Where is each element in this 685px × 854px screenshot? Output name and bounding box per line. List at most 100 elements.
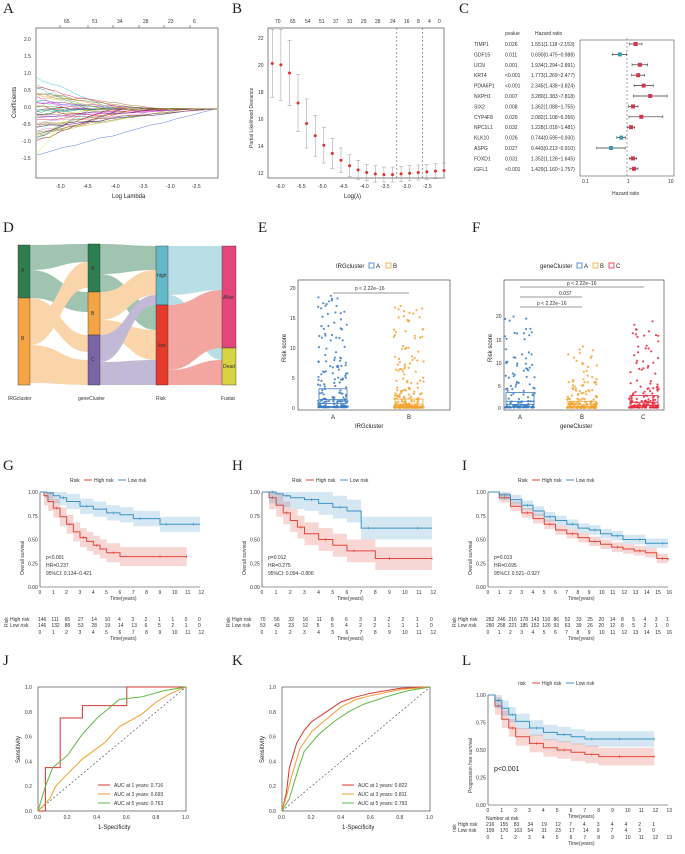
km-x-tick: 7 [565,590,568,596]
risk-point [331,372,334,375]
risk-point [643,334,646,337]
km-y-tick: 0.75 [250,514,260,520]
risk-count-low: 2 [644,623,647,629]
panel-c: C pvalue Hazard ratio TIMP1 0.026 1.551(1.… [459,1,675,197]
risk-point [652,361,655,364]
risk-point [338,391,341,394]
risk-point [531,363,534,366]
risk-x-tick: 1 [52,630,55,636]
risk-point [338,399,341,403]
hr-point [648,94,653,98]
risk-count-low: 103 [514,828,523,834]
risk-point [402,310,406,313]
risk-point [419,393,422,396]
roc-y-tick: 0.6 [25,735,32,741]
km-stat: HR=0.695 [494,563,517,569]
risk-point [320,307,323,310]
risk-count-low: 0 [666,623,669,629]
risk-count-high: 52 [565,617,571,623]
b-x-tick: -4.0 [360,184,369,190]
pvalue: 0.026 [505,136,518,142]
risk-count-high: 14 [610,617,616,623]
risk-count-high: 178 [520,617,529,623]
e-y-tick: 10 [290,346,296,352]
risk-point [320,379,323,382]
gene-name: FOXD1 [474,156,491,162]
risk-point [400,368,403,371]
km-x-tick: 3 [528,808,531,814]
roc-x-tick: 0.8 [396,815,403,821]
risk-point [512,375,515,378]
panel-letter-d: D [3,220,14,236]
risk-point [317,296,320,299]
hr-point [629,125,634,130]
risk-point [339,327,342,330]
risk-count-low: 1 [402,623,405,629]
risk-point [644,400,648,403]
risk-count-high: 0 [198,617,201,623]
risk-point [533,387,536,390]
roc-x-tick: 0.2 [64,815,71,821]
risk-point [629,382,632,385]
risk-count-low: 12 [303,623,309,629]
risk-point [404,347,407,350]
risk-point [512,356,515,359]
coefficient-path [36,96,217,110]
risk-point [578,351,582,354]
risk-count-high: 6 [345,617,348,623]
node-gene-c [87,334,101,386]
km-ylabel: Overall survival [242,541,248,575]
risk-point [333,358,336,362]
risk-point [325,405,328,408]
risk-point [577,398,580,401]
risk-point [317,383,320,386]
risk-point [566,395,569,398]
km-x-tick: 13 [667,808,673,814]
roc-curve [37,686,187,812]
pvalue: 0.008 [505,104,518,110]
b-ylabel: Partial Likelihood Deviance [249,87,255,148]
risk-x-tick: 0 [39,630,42,636]
risk-count-high: 1 [416,617,419,623]
risk-x-tick: 7 [360,630,363,636]
node-label: high [157,273,167,279]
b-y-tick: 16 [258,117,264,123]
km-x-tick: 7 [583,808,586,814]
risk-point [521,353,524,356]
risk-point [413,390,416,393]
risk-point [339,389,342,392]
gene-name: GDF15 [474,52,490,58]
risk-x-tick: 3 [79,630,82,636]
km-x-tick: 0 [39,590,42,596]
km-x-tick: 2 [289,590,292,596]
roc-y-tick: 0.6 [269,735,276,741]
roc-y-tick: 0.0 [269,809,276,815]
b-top-tick: 65 [290,19,296,25]
risk-point [402,315,405,318]
risk-count-high: 111 [51,617,59,623]
risk-point [401,347,404,350]
risk-point [629,402,633,405]
km-ylabel: Overall survival [468,541,474,575]
risk-x-tick: 6 [119,630,122,636]
risk-x-tick: 4 [317,630,320,636]
risk-x-tick: 12 [653,835,659,841]
risk-count-high: 3 [373,617,376,623]
km-x-tick: 14 [644,590,650,596]
risk-point [651,320,654,323]
hazard-ratio: 1.352(1.128~1.645) [531,156,575,162]
lasso-coefficient-paths [36,25,217,156]
ribbon [168,360,222,385]
box [567,400,597,407]
risk-count-low: 4 [345,623,348,629]
km-x-tick: 9 [611,808,614,814]
risk-point [524,357,528,360]
km-legend-low: Low risk [350,478,369,484]
km-y-tick: 0.75 [28,514,38,520]
risk-point [654,406,657,409]
f-xlabel: geneCluster [560,424,592,430]
risk-count-high: 282 [486,617,495,623]
risk-point [520,401,523,404]
b-x-tick: -3.0 [402,184,411,190]
